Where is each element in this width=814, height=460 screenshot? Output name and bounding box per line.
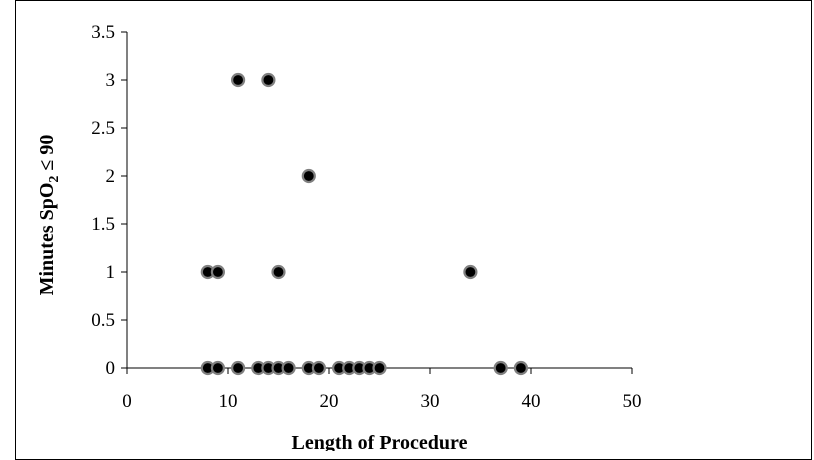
data-point (231, 360, 246, 376)
chart-frame (15, 0, 812, 460)
y-tick-label: 1 (106, 262, 116, 283)
data-point (311, 360, 326, 376)
x-axis-title: Length of Procedure (292, 432, 468, 451)
data-point (513, 360, 529, 376)
data-point (210, 360, 225, 376)
x-tick-label: 0 (122, 391, 132, 412)
y-tick-label: 2.5 (91, 118, 115, 139)
x-tick-label: 20 (320, 391, 339, 412)
data-point (271, 264, 286, 280)
data-points (200, 72, 529, 376)
axes (121, 31, 633, 374)
y-tick-label: 0 (106, 358, 116, 379)
x-tick-label: 40 (522, 391, 541, 412)
y-tick-label: 0.5 (91, 310, 115, 331)
tick-labels: 0 0.5 1 1.5 2 2.5 3 3.5 0 10 20 30 40 50 (91, 22, 641, 412)
data-point (231, 72, 246, 88)
x-tick-label: 10 (219, 391, 238, 412)
data-point (493, 360, 508, 376)
y-axis-title: Minutes SpO2 ≤ 90 (36, 135, 62, 296)
y-axis-title-subscript: 2 (47, 176, 62, 183)
data-point (281, 360, 296, 376)
x-tick-label: 30 (421, 391, 440, 412)
y-tick-label: 3 (106, 70, 116, 91)
x-tick-label: 50 (623, 391, 642, 412)
data-point (463, 264, 478, 280)
y-tick-label: 2 (106, 166, 116, 187)
y-axis-title-prefix: Minutes SpO (36, 183, 58, 296)
data-point (372, 360, 387, 376)
data-point (301, 168, 316, 184)
data-point (210, 264, 225, 280)
data-point (261, 72, 276, 88)
y-axis-title-suffix: ≤ 90 (36, 135, 58, 176)
y-tick-label: 3.5 (91, 22, 115, 43)
y-tick-label: 1.5 (91, 214, 115, 235)
